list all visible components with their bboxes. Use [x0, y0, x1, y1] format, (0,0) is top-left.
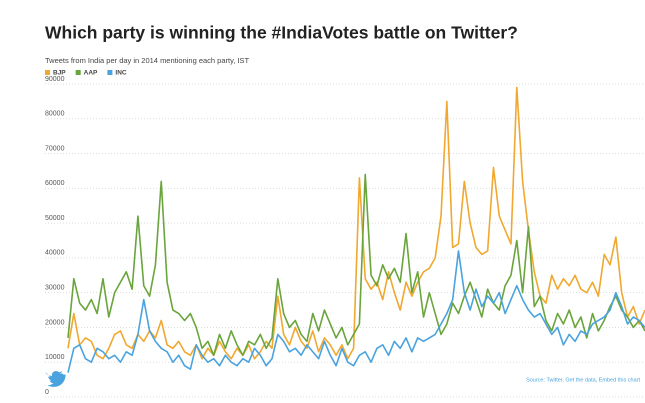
- chart-title: Which party is winning the #IndiaVotes b…: [45, 23, 518, 43]
- y-tick-label: 10000: [45, 354, 65, 361]
- legend-swatch: [75, 70, 81, 75]
- y-tick-label: 80000: [45, 111, 65, 118]
- twitter-icon: [45, 370, 66, 387]
- y-tick-label: 50000: [45, 215, 65, 222]
- y-tick-label: 60000: [45, 180, 65, 187]
- series-line: [67, 86, 645, 360]
- series-line: [67, 173, 645, 357]
- legend-swatch: [45, 70, 50, 75]
- legend-label: INC: [115, 70, 127, 77]
- y-tick-label: 0: [45, 389, 49, 396]
- y-tick-label: 70000: [45, 145, 65, 152]
- legend-label: AAP: [84, 70, 98, 77]
- y-tick-label: 40000: [45, 250, 65, 257]
- y-tick-label: 20000: [45, 319, 65, 326]
- legend-swatch: [107, 70, 113, 75]
- y-tick-label: 90000: [45, 76, 65, 83]
- legend-label: BJP: [53, 70, 66, 77]
- chart-subtitle: Tweets from India per day in 2014 mentio…: [45, 56, 250, 65]
- source-note: Source: Twitter, Get the data, Embed thi…: [526, 377, 640, 383]
- y-tick-label: 30000: [45, 285, 65, 292]
- series-line: [67, 250, 645, 373]
